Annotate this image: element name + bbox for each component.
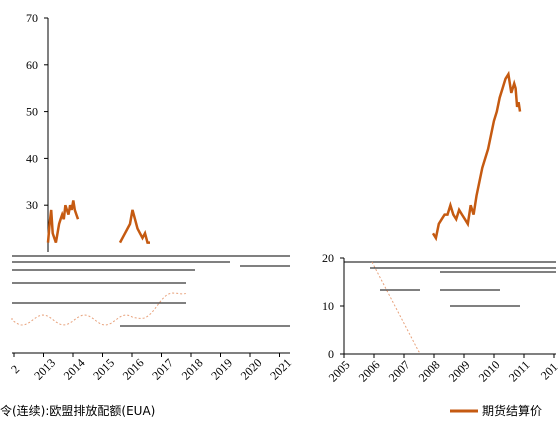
bottom-left-x-tick-label: 2: [8, 362, 22, 376]
bottom-left-x-tick-label: 2021: [267, 356, 294, 383]
top-y-tick-label: 70: [26, 11, 38, 25]
bottom-left-x-tick-label: 2013: [31, 356, 58, 383]
bottom-left-x-tick-label: 2018: [179, 356, 206, 383]
bottom-right-x-tick-label: 2009: [446, 358, 473, 385]
bottom-right-x-tick-label: 2011: [506, 358, 533, 385]
bottom-right-y-tick-label: 10: [322, 299, 334, 313]
series-line-segment: [46, 200, 80, 244]
bottom-right-x-ticks: 2005 2006 2007 2008 2009 2010 2011 201: [326, 354, 560, 385]
top-y-ticks: 70 60 50 40 30: [26, 11, 48, 212]
bottom-left-faint-series: [11, 292, 186, 326]
bottom-left-x-tick-label: 2016: [120, 356, 147, 383]
bottom-right-faint-series: [371, 261, 421, 353]
footer-label: 令(连续):欧盟排放配额(EUA): [0, 403, 155, 418]
legend-label: 期货结算价: [482, 403, 542, 418]
bottom-left-x-tick-label: 2017: [149, 356, 176, 383]
bottom-left-x-tick-label: 2015: [90, 356, 117, 383]
top-series-layer: [46, 70, 522, 244]
bottom-left-x-tick-label: 2020: [238, 356, 265, 383]
bottom-left-x-tick-label: 2014: [61, 356, 88, 383]
bottom-right-x-tick-label: 2007: [386, 358, 413, 385]
top-y-tick-label: 60: [26, 58, 38, 72]
bottom-right-x-tick-label: 2006: [356, 358, 383, 385]
bottom-right-x-tick-label: 201: [538, 360, 560, 383]
bottom-right-glitch-lines: [344, 261, 556, 353]
bottom-right-y-tick-label: 0: [328, 347, 334, 361]
bottom-left-panel: 2 2013 2014 2015 2016 2017 2018 2019 2020 2021: [8, 255, 294, 383]
series-line-segment: [431, 70, 522, 242]
top-y-tick-label: 50: [26, 105, 38, 119]
bottom-right-y-tick-label: 20: [322, 251, 334, 265]
bottom-left-x-ticks: 2 2013 2014 2015 2016 2017 2018 2019 2020 2021: [8, 353, 294, 383]
series-line-segment: [118, 209, 150, 244]
bottom-right-x-tick-label: 2010: [476, 358, 503, 385]
top-y-tick-label: 40: [26, 151, 38, 165]
bottom-right-y-ticks: 20 10 0: [322, 251, 344, 361]
bottom-left-glitch-lines: [11, 255, 290, 327]
top-y-tick-label: 30: [26, 198, 38, 212]
bottom-left-x-tick-label: 2019: [208, 356, 235, 383]
bottom-right-x-tick-label: 2008: [416, 358, 443, 385]
bottom-right-x-tick-label: 2005: [326, 358, 353, 385]
